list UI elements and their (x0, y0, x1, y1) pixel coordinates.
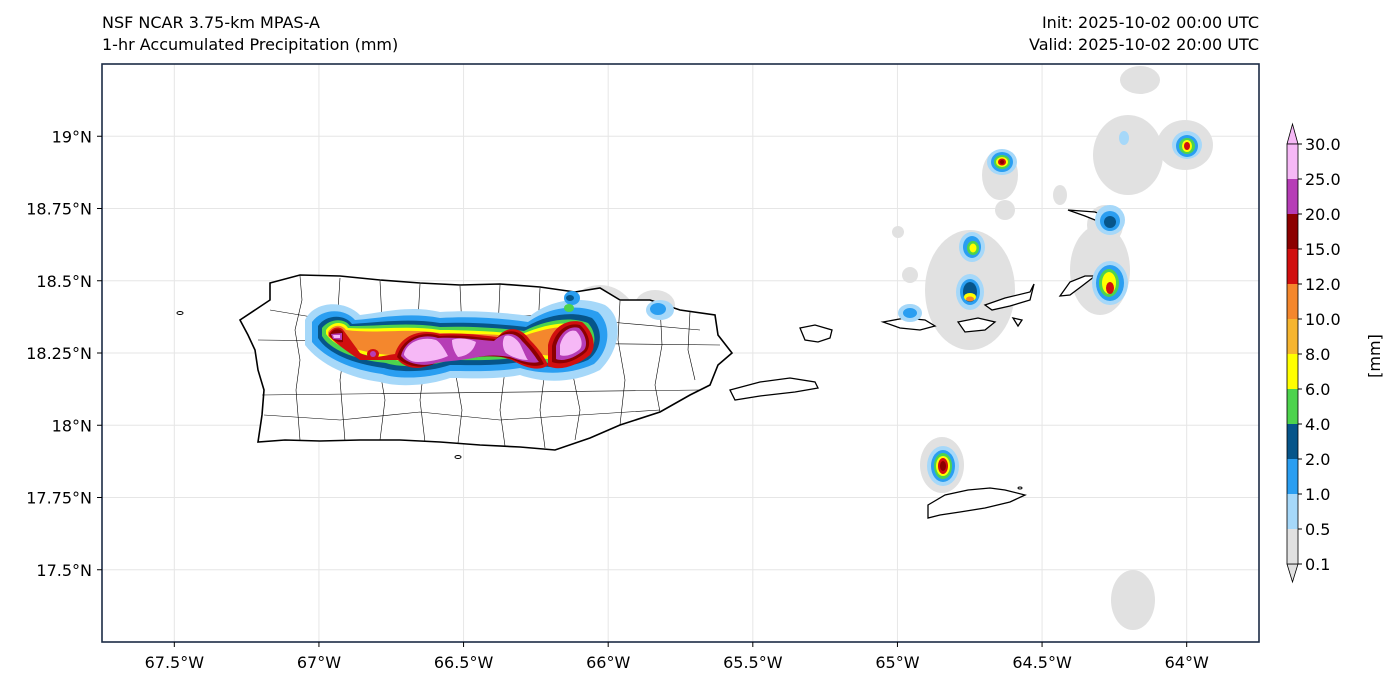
colorbar-tick-label: 0.5 (1305, 520, 1330, 539)
y-axis: 19°N 18.75°N 18.5°N 18.25°N 18°N 17.75°N 17.5°… (26, 127, 102, 580)
x-tick-label: 67.5°W (145, 653, 205, 672)
x-tick-label: 67°W (297, 653, 341, 672)
colorbar-tick-label: 25.0 (1305, 170, 1341, 189)
colorbar-tick-label: 20.0 (1305, 205, 1341, 224)
y-tick-label: 17.5°N (36, 561, 92, 580)
colorbar-tick-label: 12.0 (1305, 275, 1341, 294)
colorbar-tick-label: 2.0 (1305, 450, 1330, 469)
colorbar: 0.1 0.5 1.0 2.0 4.0 6.0 8.0 10.0 12.0 15.0 20.0 25.… (1286, 122, 1341, 584)
colorbar-tick-label: 8.0 (1305, 345, 1330, 364)
colorbar-segment (1287, 319, 1298, 354)
colorbar-tick-label: 6.0 (1305, 380, 1330, 399)
colorbar-tick-label: 15.0 (1305, 240, 1341, 259)
title-right: Init: 2025-10-02 00:00 UTC Valid: 2025-1… (1029, 12, 1259, 56)
colorbar-segment (1287, 354, 1298, 389)
pr-precip-cells (305, 291, 674, 386)
y-tick-label: 18.25°N (26, 344, 92, 363)
y-tick-label: 19°N (52, 127, 92, 146)
y-tick-label: 18.75°N (26, 200, 92, 219)
x-tick-label: 64°W (1165, 653, 1209, 672)
init-time: Init: 2025-10-02 00:00 UTC (1041, 13, 1259, 32)
colorbar-tick-label: 0.1 (1305, 555, 1330, 574)
colorbar-segment (1287, 144, 1298, 179)
x-axis: 67.5°W 67°W 66.5°W 66°W 65.5°W 65°W 64.5°W 64°W (145, 642, 1209, 672)
colorbar-segment (1287, 424, 1298, 459)
small-islands (176, 311, 1023, 490)
colorbar-segment (1287, 284, 1298, 319)
y-tick-label: 18.5°N (36, 272, 92, 291)
x-tick-label: 65.5°W (723, 653, 783, 672)
colorbar-segment (1287, 179, 1298, 214)
colorbar-tick-label: 30.0 (1305, 135, 1341, 154)
colorbar-segment (1287, 389, 1298, 424)
colorbar-segment (1287, 459, 1298, 494)
colorbar-segment (1287, 249, 1298, 284)
colorbar-segment (1287, 214, 1298, 249)
eastern-precip-cells (898, 131, 1202, 486)
field-title: 1-hr Accumulated Precipitation (mm) (102, 35, 399, 54)
x-tick-label: 66.5°W (434, 653, 494, 672)
colorbar-tick-label: 1.0 (1305, 485, 1330, 504)
valid-time: Valid: 2025-10-02 20:00 UTC (1028, 35, 1259, 54)
colorbar-min-extend (1286, 563, 1299, 584)
y-tick-label: 18°N (52, 416, 92, 435)
colorbar-tick-label: 4.0 (1305, 415, 1330, 434)
y-tick-label: 17.75°N (26, 489, 92, 508)
model-title: NSF NCAR 3.75-km MPAS-A (102, 13, 320, 32)
x-tick-label: 65°W (875, 653, 919, 672)
x-tick-label: 64.5°W (1012, 653, 1072, 672)
colorbar-tick-label: 10.0 (1305, 310, 1341, 329)
x-tick-label: 66°W (586, 653, 630, 672)
colorbar-segment (1287, 494, 1298, 529)
title-left: NSF NCAR 3.75-km MPAS-A 1-hr Accumulated… (102, 12, 398, 56)
colorbar-max-extend (1286, 122, 1299, 145)
colorbar-segment (1287, 529, 1298, 564)
colorbar-label: [mm] (1365, 334, 1384, 378)
